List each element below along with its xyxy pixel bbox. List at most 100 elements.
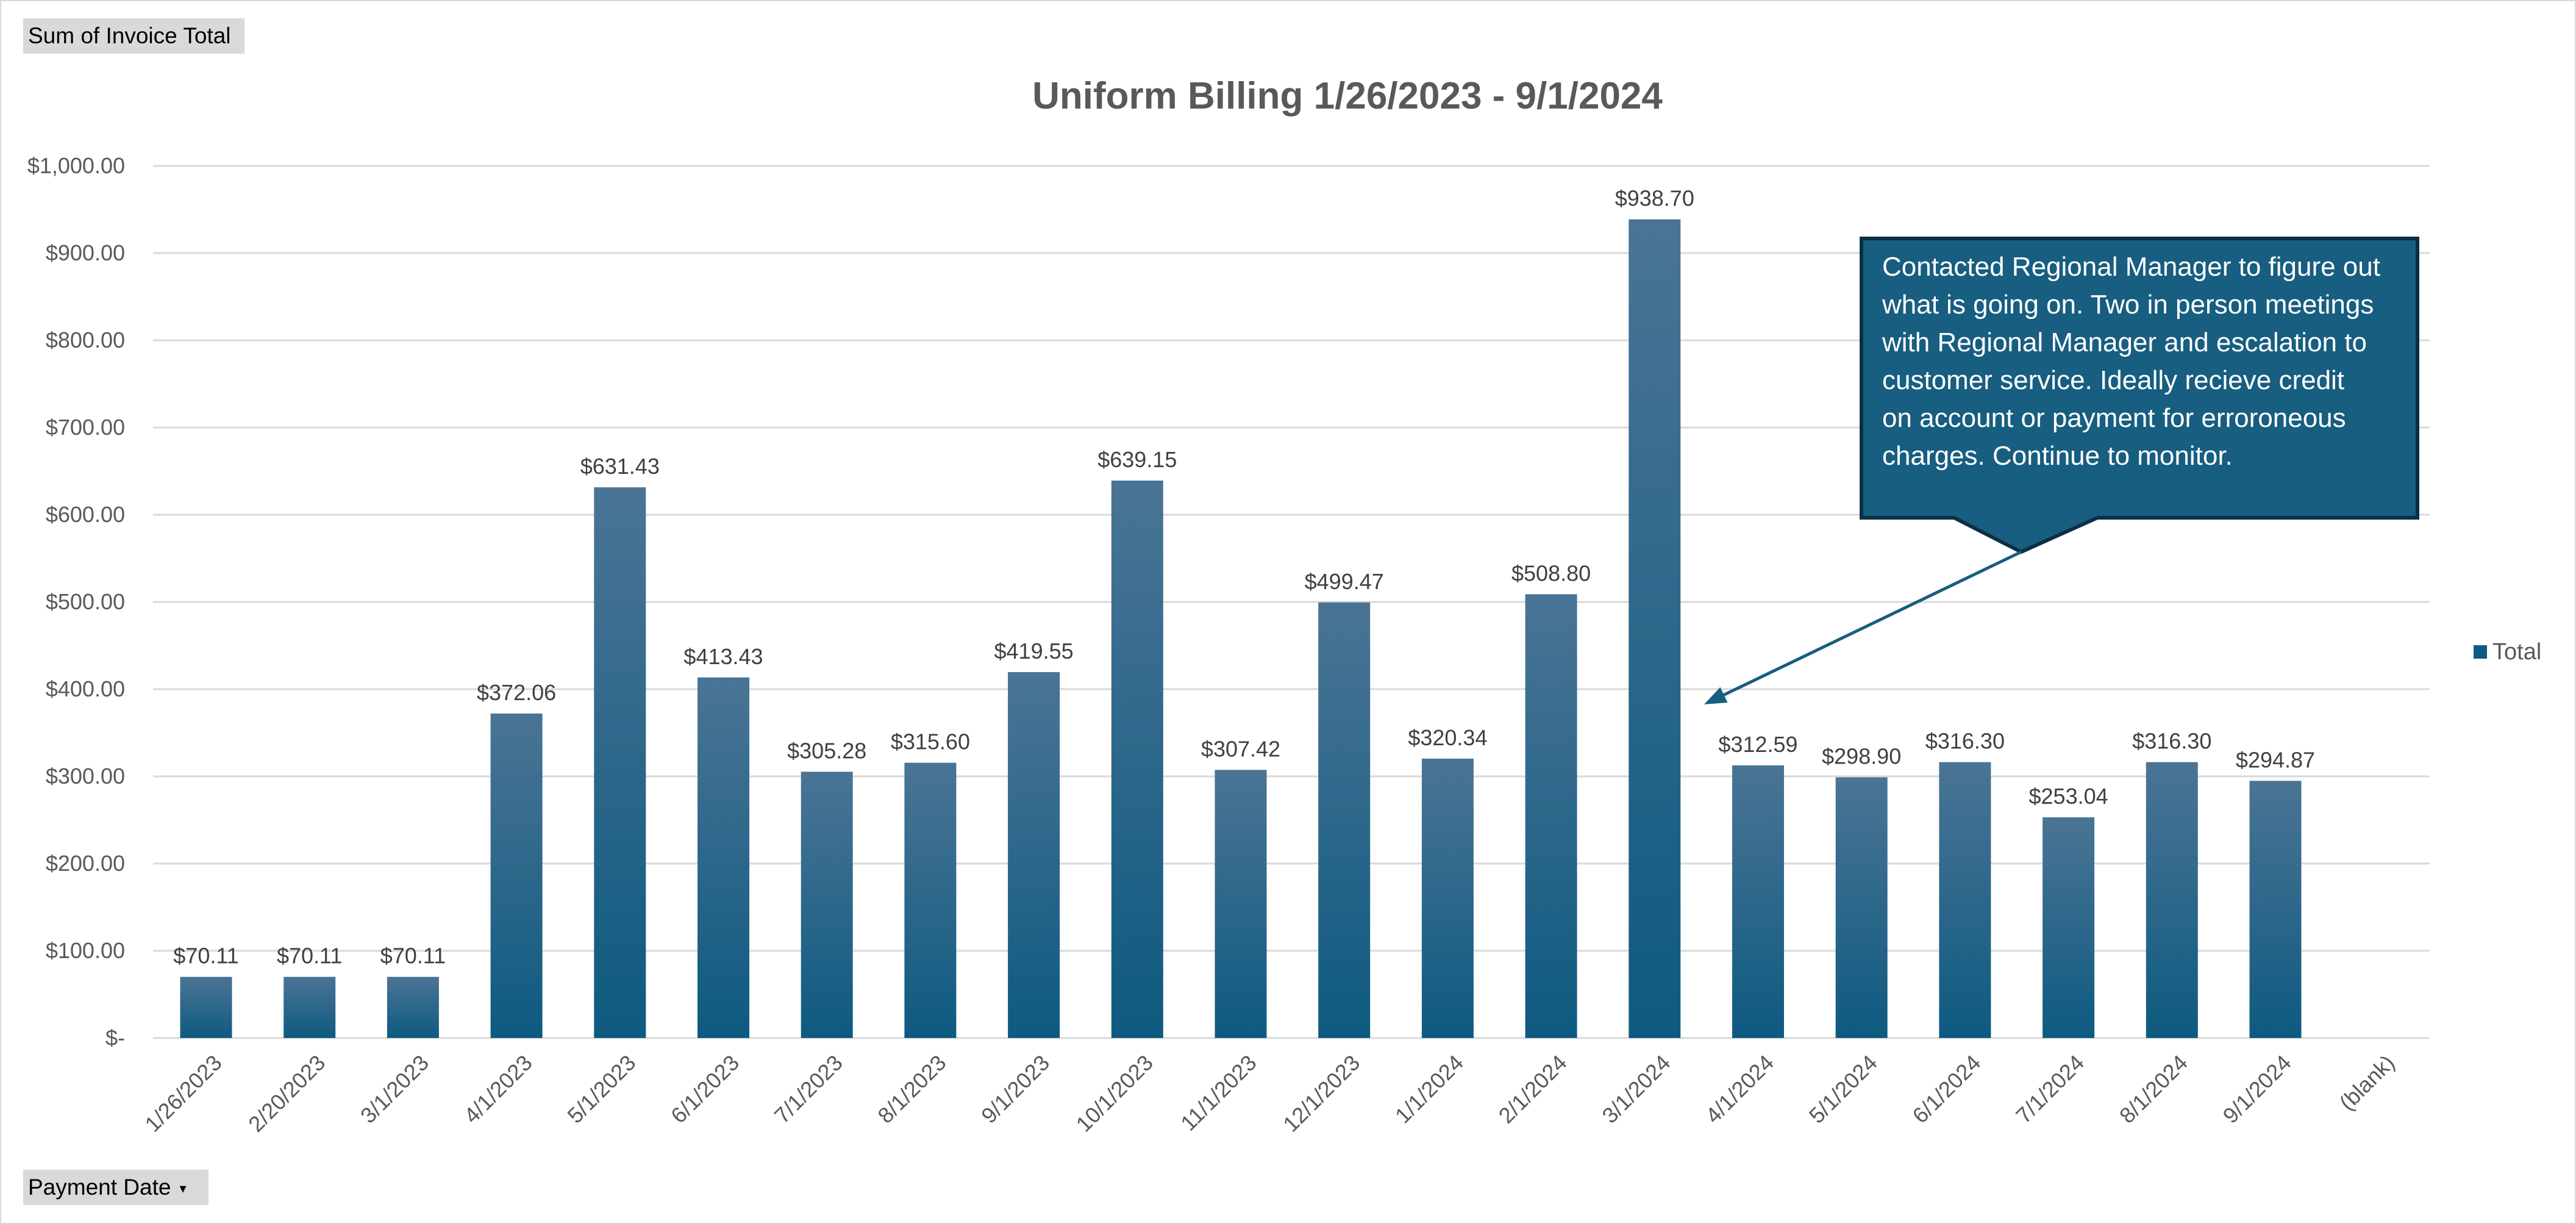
bar <box>2043 817 2095 1038</box>
bar <box>1939 762 1991 1038</box>
data-label: $413.43 <box>683 644 763 669</box>
y-tick-label: $300.00 <box>46 764 125 789</box>
y-tick-label: $700.00 <box>46 415 125 440</box>
data-label: $315.60 <box>891 729 970 754</box>
bar <box>490 713 543 1038</box>
dropdown-arrow-icon[interactable]: ▾ <box>179 1181 187 1197</box>
annotation-arrow <box>1723 550 2022 696</box>
y-tick-label: $100.00 <box>46 938 125 963</box>
x-tick-label: 1/1/2024 <box>1390 1050 1468 1128</box>
bar <box>801 771 853 1038</box>
legend-swatch-total <box>2474 645 2487 659</box>
bar <box>2249 781 2302 1038</box>
x-tick-label: 5/1/2024 <box>1804 1050 1882 1128</box>
bar <box>1318 602 1371 1038</box>
y-tick-label: $800.00 <box>46 327 125 353</box>
legend-label-total: Total <box>2492 639 2541 665</box>
axis-field-button[interactable]: Payment Date ▾ <box>23 1170 209 1205</box>
data-label: $320.34 <box>1408 725 1487 750</box>
bar <box>1421 758 1474 1038</box>
data-label: $312.59 <box>1718 732 1797 757</box>
data-label: $70.11 <box>173 943 238 968</box>
y-tick-label: $400.00 <box>46 676 125 701</box>
x-tick-label: 6/1/2023 <box>666 1050 744 1128</box>
x-tick-label: (blank) <box>2335 1050 2400 1115</box>
bar <box>904 762 957 1038</box>
y-axis: $- $100.00 $200.00 $300.00 $400.00 $500.00 $60… <box>27 153 125 1050</box>
bar <box>698 677 749 1038</box>
bar <box>2146 762 2198 1038</box>
bar <box>1525 594 1577 1038</box>
bar <box>1008 672 1060 1038</box>
x-tick-label: 3/1/2023 <box>355 1050 433 1128</box>
data-label: $372.06 <box>477 680 556 705</box>
x-tick-label: 8/1/2024 <box>2114 1050 2192 1128</box>
legend: Total <box>2474 639 2541 665</box>
data-label: $294.87 <box>2236 747 2315 772</box>
callout-text-line: Contacted Regional Manager to figure out <box>1882 252 2380 282</box>
y-tick-label: $600.00 <box>46 502 125 527</box>
x-tick-label: 9/1/2024 <box>2218 1050 2296 1128</box>
x-tick-label: 2/1/2024 <box>1494 1050 1572 1128</box>
data-label: $631.43 <box>580 454 660 479</box>
x-tick-label: 3/1/2024 <box>1597 1050 1675 1128</box>
value-field-label: Sum of Invoice Total <box>28 23 231 48</box>
bar <box>1629 219 1681 1039</box>
data-labels: $70.11 $70.11 $70.11 $372.06 $631.43 $413.43 $… <box>173 186 2315 968</box>
callout-text-line: charges. Continue to monitor. <box>1882 441 2233 471</box>
x-tick-label: 4/1/2024 <box>1700 1050 1779 1128</box>
bar <box>284 976 336 1038</box>
x-tick-label: 1/26/2023 <box>140 1050 226 1137</box>
x-tick-label: 4/1/2023 <box>459 1050 537 1128</box>
bar <box>387 976 439 1038</box>
y-tick-label: $900.00 <box>46 240 125 265</box>
bar <box>1111 481 1163 1038</box>
value-field-button[interactable]: Sum of Invoice Total <box>23 18 244 54</box>
x-tick-label: 7/1/2024 <box>2011 1050 2089 1128</box>
chart-title: Uniform Billing 1/26/2023 - 9/1/2024 <box>1032 75 1663 117</box>
bar <box>1215 770 1267 1038</box>
y-tick-label: $500.00 <box>46 589 125 614</box>
data-label: $316.30 <box>2132 729 2211 754</box>
data-label: $499.47 <box>1305 569 1384 594</box>
y-tick-label: $200.00 <box>46 851 125 876</box>
bar <box>1732 765 1784 1038</box>
y-tick-label: $1,000.00 <box>27 153 125 178</box>
data-label: $305.28 <box>787 738 866 763</box>
x-tick-label: 12/1/2023 <box>1278 1050 1365 1137</box>
data-label: $316.30 <box>1925 729 2005 754</box>
x-tick-label: 6/1/2024 <box>1907 1050 1985 1128</box>
data-label: $253.04 <box>2029 784 2108 809</box>
bar <box>1835 777 1888 1038</box>
x-tick-label: 11/1/2023 <box>1176 1050 1261 1136</box>
callout-text-line: what is going on. Two in person meetings <box>1882 290 2374 320</box>
annotation-callout: Contacted Regional Manager to figure out… <box>1704 237 2419 704</box>
data-label: $508.80 <box>1511 560 1591 585</box>
arrowhead-icon <box>1704 687 1728 704</box>
y-tick-label: $- <box>105 1025 125 1050</box>
x-axis: 1/26/2023 2/20/2023 3/1/2023 4/1/2023 5/1/20… <box>140 1050 2399 1137</box>
callout-text: Contacted Regional Manager to figure out… <box>1882 252 2380 471</box>
callout-text-line: with Regional Manager and escalation to <box>1882 327 2367 357</box>
data-label: $70.11 <box>277 943 342 968</box>
data-label: $298.90 <box>1822 744 1901 769</box>
x-tick-label: 7/1/2023 <box>769 1050 847 1128</box>
callout-text-line: customer service. Ideally recieve credit <box>1882 365 2344 395</box>
x-tick-label: 2/20/2023 <box>243 1050 330 1137</box>
bar <box>594 487 646 1038</box>
data-label: $307.42 <box>1201 736 1280 761</box>
x-tick-label: 10/1/2023 <box>1071 1050 1158 1137</box>
bars <box>180 219 2302 1039</box>
x-tick-label: 5/1/2023 <box>562 1050 640 1128</box>
bar <box>180 976 232 1038</box>
x-tick-label: 9/1/2023 <box>976 1050 1054 1128</box>
data-label: $938.70 <box>1615 186 1694 211</box>
x-tick-label: 8/1/2023 <box>872 1050 951 1128</box>
callout-text-line: on account or payment for erroroneous <box>1882 403 2346 433</box>
data-label: $70.11 <box>380 943 446 968</box>
axis-field-label: Payment Date <box>28 1175 171 1200</box>
callout-box <box>1860 237 2419 554</box>
data-label: $419.55 <box>994 639 1074 664</box>
data-label: $639.15 <box>1097 447 1177 472</box>
